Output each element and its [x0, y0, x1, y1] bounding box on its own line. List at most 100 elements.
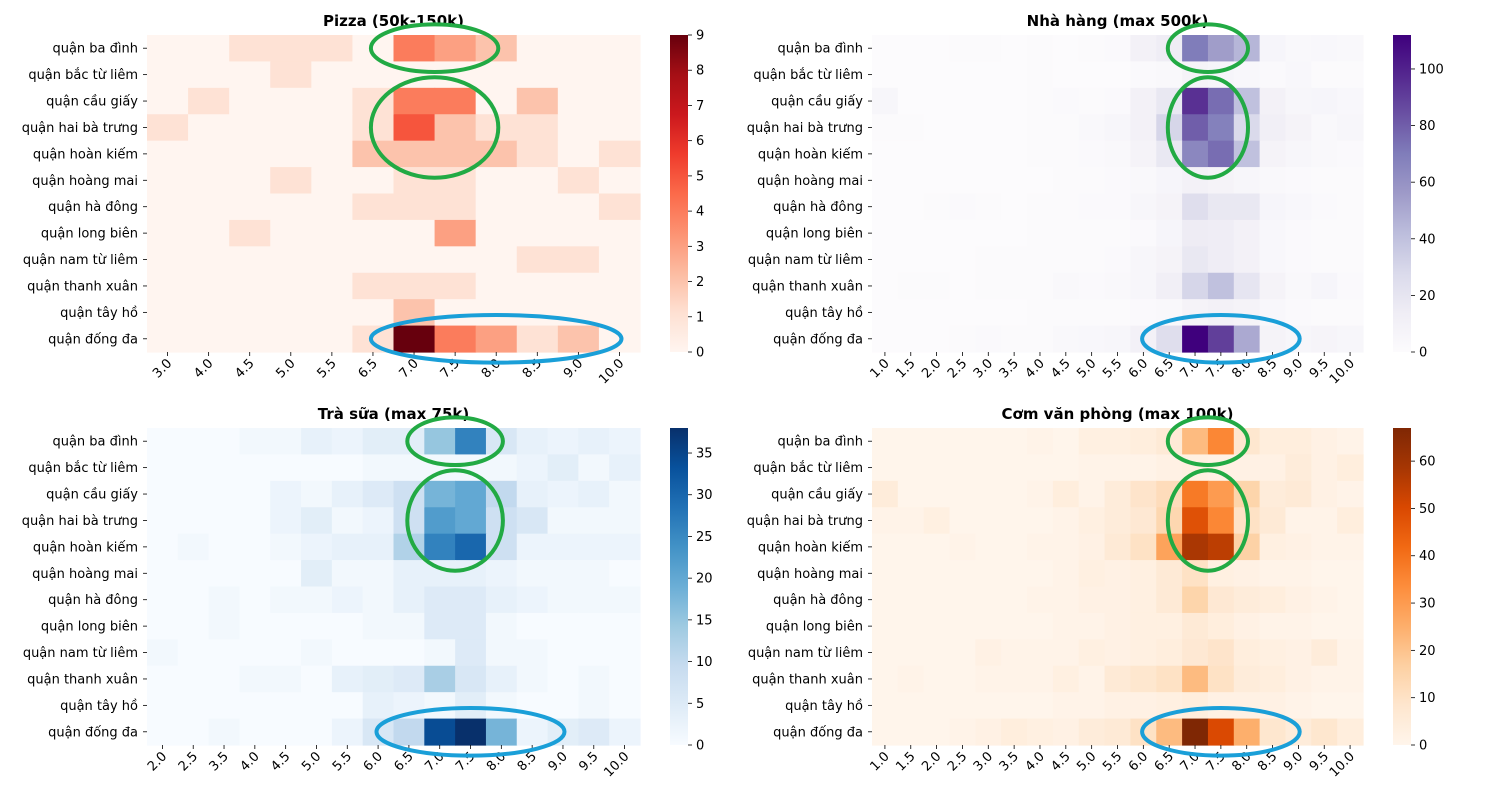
heatmap-cell: [1078, 325, 1106, 353]
heatmap-cell: [1311, 140, 1338, 168]
heatmap-panel-0: Pizza (50k-150k) quận ba đình quận bắc từ …: [22, 12, 705, 387]
x-tick-label: 5.0: [1074, 749, 1099, 774]
y-tick-label: quận tây hồ: [60, 306, 138, 321]
heatmap-cell: [362, 533, 395, 561]
colorbar: [1393, 428, 1411, 745]
heatmap-cell: [975, 140, 1002, 168]
heatmap-cell: [872, 639, 899, 667]
heatmap-cell: [1207, 246, 1235, 274]
heatmap-cell: [1130, 612, 1157, 640]
heatmap-cell: [424, 480, 456, 508]
heatmap-cell: [485, 718, 518, 746]
x-tick-label: 2.5: [945, 356, 970, 381]
heatmap-cell: [598, 114, 641, 142]
heatmap-cell: [516, 533, 549, 561]
x-tick-label: 3.5: [997, 356, 1022, 381]
x-tick-label: 9.0: [1281, 749, 1306, 774]
colorbar-tick-label: 6: [696, 134, 704, 149]
heatmap-cell: [1052, 586, 1080, 614]
heatmap-cell: [393, 586, 425, 614]
heatmap-cell: [897, 299, 925, 327]
heatmap-cell: [1104, 480, 1132, 508]
heatmap-cell: [393, 246, 436, 274]
x-tick-label: 4.5: [232, 356, 257, 381]
heatmap-cell: [147, 272, 189, 300]
heatmap-cell: [1001, 560, 1028, 588]
colorbar-tick-label: 100: [1419, 62, 1444, 77]
colorbar-tick-label: 10: [1419, 691, 1436, 706]
heatmap-cell: [1078, 560, 1106, 588]
heatmap-cell: [1001, 246, 1028, 274]
heatmap-cell: [1311, 665, 1338, 693]
heatmap-cell: [1027, 480, 1054, 508]
heatmap-cell: [897, 560, 925, 588]
heatmap-cell: [1001, 325, 1028, 353]
x-tick-label: 7.5: [453, 749, 478, 774]
x-tick-label: 5.0: [273, 356, 298, 381]
heatmap-cell: [1337, 560, 1364, 588]
heatmap-cell: [1001, 612, 1028, 640]
heatmap-cell: [208, 428, 241, 456]
heatmap-cell: [188, 246, 230, 274]
heatmap-cell: [362, 692, 395, 720]
heatmap-cell: [1337, 325, 1364, 353]
x-tick-label: 6.5: [356, 356, 381, 381]
heatmap-cell: [208, 692, 241, 720]
heatmap-cell: [975, 718, 1002, 746]
heatmap-cell: [1052, 299, 1080, 327]
heatmap-cell: [1207, 87, 1235, 115]
heatmap-cell: [1052, 692, 1080, 720]
panel-title: Cơm văn phòng (max 100k): [1002, 405, 1234, 423]
heatmap-cell: [1156, 167, 1183, 195]
heatmap-cell: [897, 533, 925, 561]
x-tick-label: 4.0: [191, 356, 216, 381]
heatmap-cell: [393, 665, 425, 693]
heatmap-cell: [188, 114, 230, 142]
heatmap-cell: [923, 167, 951, 195]
y-tick-label: quận cầu giấy: [771, 488, 863, 503]
heatmap-cell: [1207, 272, 1235, 300]
heatmap-cell: [872, 665, 899, 693]
y-tick-label: quận hai bà trưng: [747, 121, 863, 136]
heatmap-cell: [485, 639, 518, 667]
y-tick-label: quận đống đa: [773, 332, 863, 347]
colorbar-tick-label: 20: [696, 572, 713, 587]
heatmap-cell: [872, 140, 899, 168]
heatmap-cell: [301, 560, 333, 588]
heatmap-cell: [1130, 35, 1157, 63]
heatmap-cell: [1027, 665, 1054, 693]
y-tick-label: quận hai bà trưng: [22, 121, 138, 136]
heatmap-cell: [1130, 665, 1157, 693]
colorbar-tick-label: 60: [1419, 176, 1436, 191]
highlight-ellipse: [1140, 706, 1302, 758]
heatmap-cell: [557, 114, 600, 142]
heatmap-cell: [609, 718, 641, 746]
heatmap-cell: [147, 140, 189, 168]
heatmap-cell: [1233, 665, 1261, 693]
y-tick-label: quận hai bà trưng: [747, 514, 863, 529]
heatmap-cell: [1027, 61, 1054, 89]
heatmap-cell: [485, 692, 518, 720]
heatmap-cell: [1001, 586, 1028, 614]
heatmap-cell: [147, 299, 189, 327]
heatmap-cell: [949, 246, 976, 274]
x-tick-label: 1.5: [893, 356, 918, 381]
heatmap-cell: [1104, 692, 1132, 720]
heatmap-cell: [516, 219, 559, 247]
heatmap-cell: [1233, 639, 1261, 667]
heatmap-cell: [239, 665, 271, 693]
heatmap-cell: [1001, 507, 1028, 535]
x-tick-label: 1.5: [893, 749, 918, 774]
heatmap-cell: [352, 167, 395, 195]
heatmap-cell: [229, 325, 271, 353]
heatmap-cell: [1337, 480, 1364, 508]
heatmap-cell: [147, 167, 189, 195]
heatmap-cell: [301, 718, 333, 746]
heatmap-cell: [1259, 114, 1287, 142]
heatmap-cell: [1156, 219, 1183, 247]
heatmap-cell: [1207, 193, 1235, 221]
heatmap-cell: [177, 692, 210, 720]
heatmap-cell: [872, 718, 899, 746]
heatmap-cell: [1259, 480, 1287, 508]
heatmap-cell: [975, 167, 1002, 195]
